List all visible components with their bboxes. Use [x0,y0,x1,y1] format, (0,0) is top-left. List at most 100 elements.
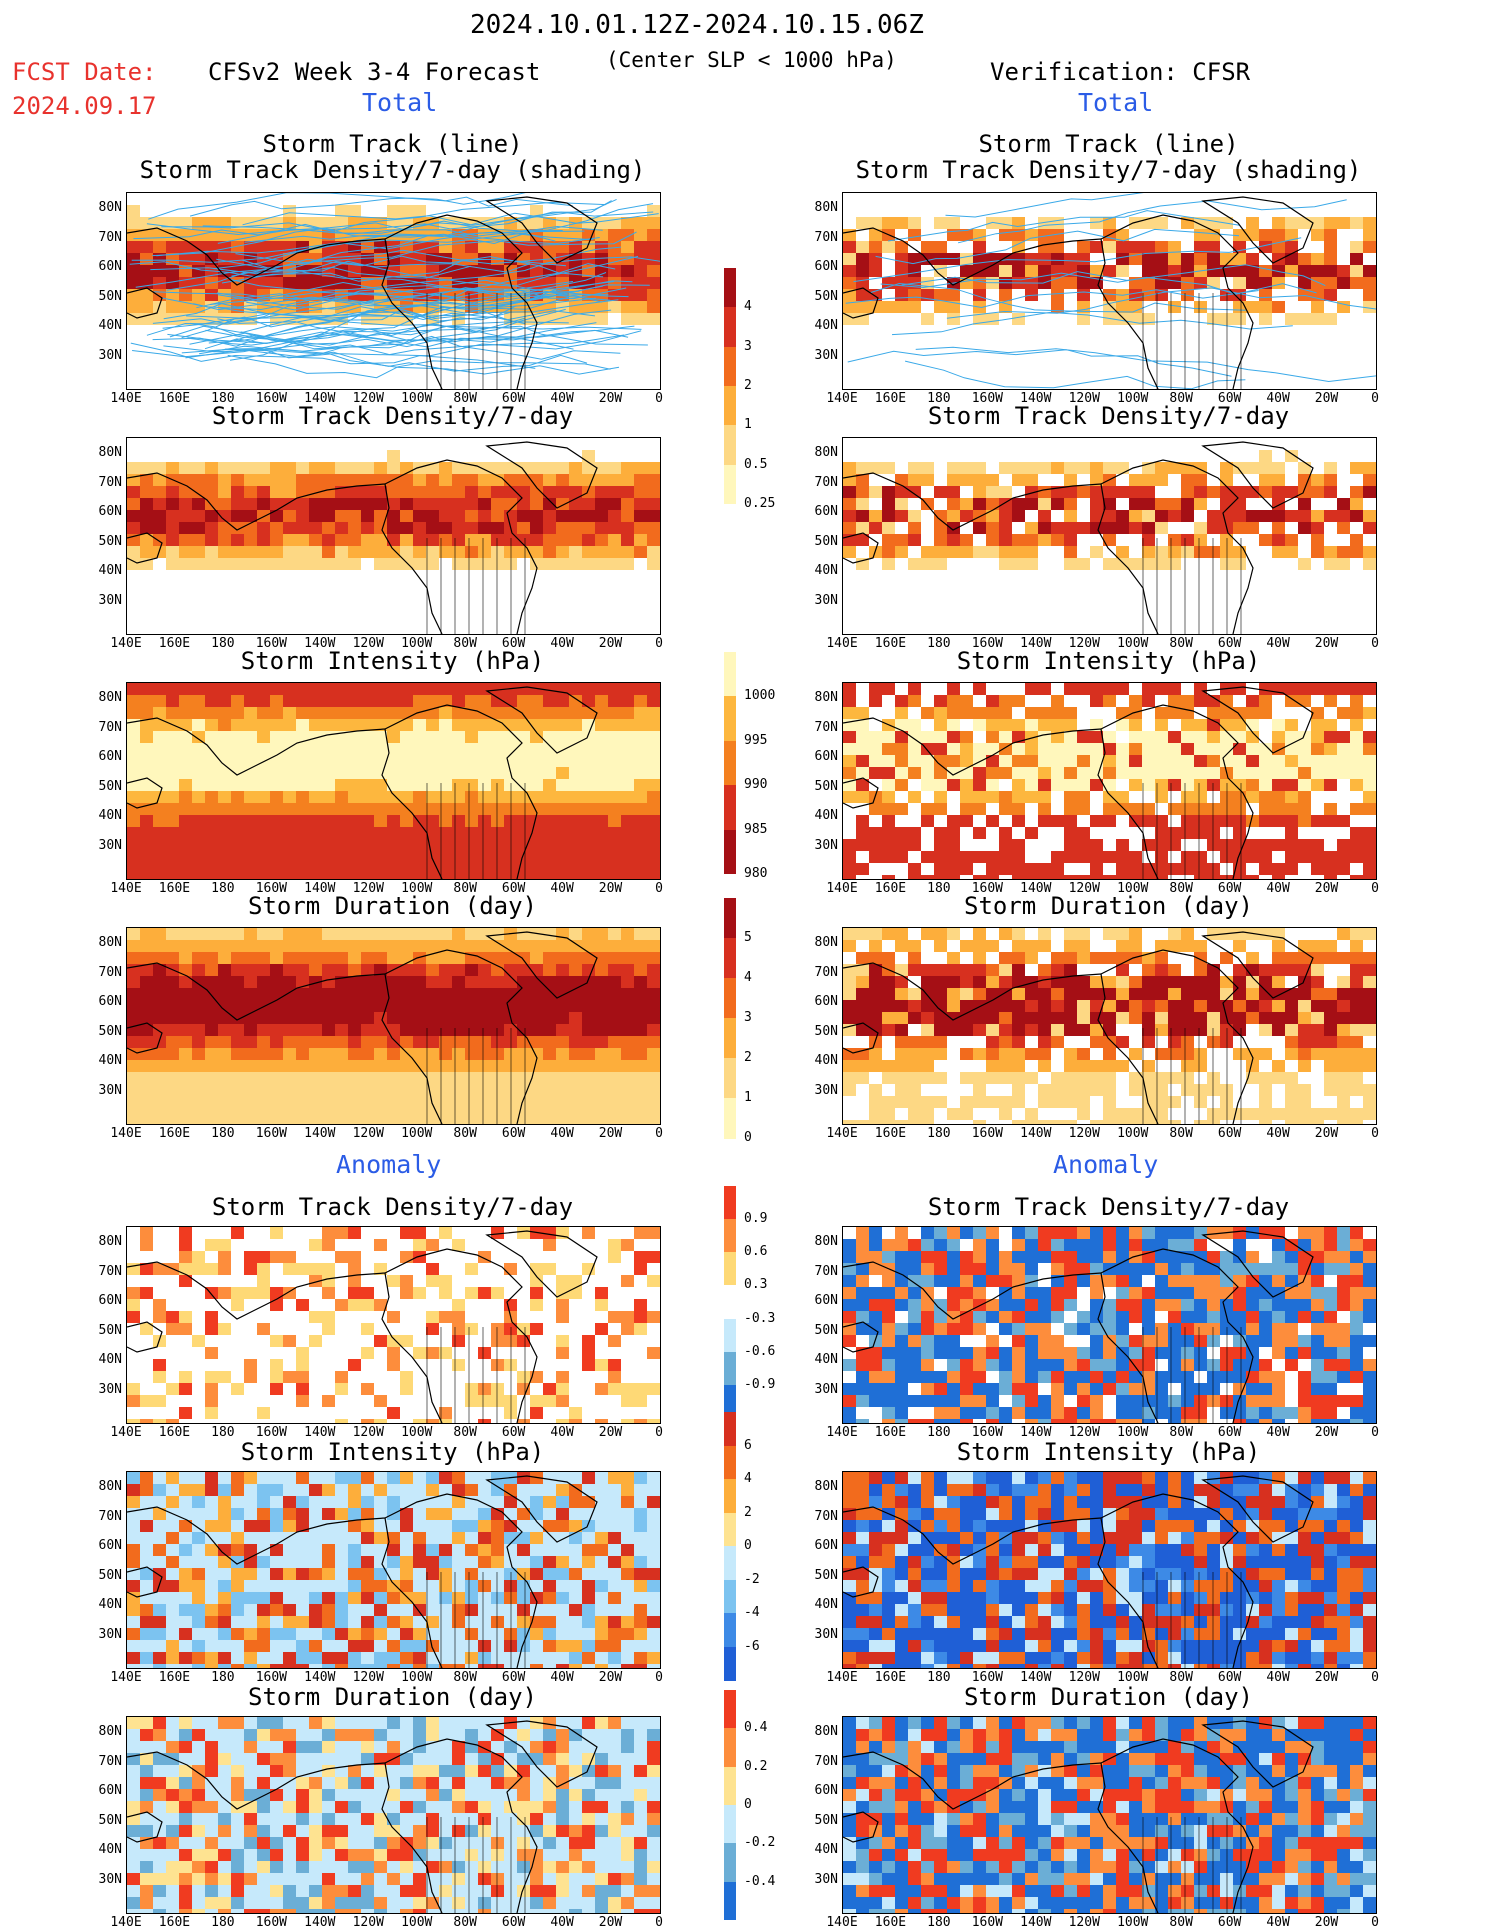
lon-tick-label: 100W [392,1425,442,1440]
lon-tick-label: 40W [537,1126,587,1141]
colorbar-swatch [724,268,736,308]
lat-tick-label: 30N [82,1627,122,1642]
lon-tick-label: 80W [1156,1425,1206,1440]
map-density_anom-left [126,1226,661,1424]
lon-tick-label: 20W [586,1915,636,1930]
lon-tick-label: 160E [149,881,199,896]
lon-tick-label: 100W [392,636,442,651]
map-field-density_anom-right [843,1227,1376,1423]
map-intensity_anom-right [842,1471,1377,1669]
colorbar-label: 2 [744,378,752,393]
colorbar-swatch [724,741,736,786]
colorbar-label: 6 [744,1438,752,1453]
lat-tick-label: 40N [798,808,838,823]
map-field-density_anom-left [127,1227,660,1423]
lon-tick-label: 180 [914,1670,964,1685]
lon-tick-label: 160W [962,636,1012,651]
colorbar-swatch [724,1219,736,1253]
lon-tick-label: 80W [440,881,490,896]
lat-tick-label: 30N [82,1872,122,1887]
lon-tick-label: 20W [586,636,636,651]
colorbar-swatch [724,465,736,505]
lat-tick-label: 50N [82,534,122,549]
colorbar-swatch [724,1690,736,1729]
colorbar-swatch [724,1613,736,1647]
map-duration_anom-right [842,1716,1377,1914]
lat-tick-label: 80N [798,1724,838,1739]
lat-tick-label: 30N [798,838,838,853]
lon-tick-label: 0 [1350,391,1400,406]
lon-tick-label: 180 [914,1915,964,1930]
lon-tick-label: 0 [1350,881,1400,896]
lon-tick-label: 160W [246,1126,296,1141]
lon-tick-label: 40W [1253,391,1303,406]
map-field-track-left [127,193,660,389]
lon-tick-label: 60W [1205,1915,1255,1930]
lon-tick-label: 100W [1108,1670,1158,1685]
colorbar-label: 1 [744,417,752,432]
lon-tick-label: 140E [101,881,151,896]
anomaly-label-left: Anomaly [336,1150,441,1179]
lat-tick-label: 60N [798,994,838,1009]
lon-tick-label: 140E [101,391,151,406]
map-field-density-right [843,438,1376,634]
colorbar-label: 4 [744,1471,752,1486]
lat-tick-label: 80N [82,1479,122,1494]
lat-tick-label: 70N [82,1754,122,1769]
lat-tick-label: 50N [798,1813,838,1828]
lon-tick-label: 160W [246,636,296,651]
lon-tick-label: 60W [489,636,539,651]
lon-tick-label: 140W [295,636,345,651]
lon-tick-label: 100W [392,1670,442,1685]
lat-tick-label: 60N [82,1293,122,1308]
title-track-line-right: Storm Track (line) [842,130,1375,158]
lon-tick-label: 0 [1350,1126,1400,1141]
lon-tick-label: 20W [1302,636,1352,651]
title-track-line-left: Storm Track (line) [126,130,659,158]
colorbar-swatch [724,1412,736,1446]
anomaly-label-right: Anomaly [1053,1150,1158,1179]
storm-track-line [946,193,1335,217]
lon-tick-label: 0 [634,1126,684,1141]
lon-tick-label: 100W [1108,391,1158,406]
lon-tick-label: 160E [865,1670,915,1685]
lon-tick-label: 20W [1302,391,1352,406]
lon-tick-label: 120W [343,391,393,406]
colorbar-swatch [724,1728,736,1767]
lon-tick-label: 160E [149,1915,199,1930]
lon-tick-label: 80W [1156,636,1206,651]
lon-tick-label: 140W [1011,391,1061,406]
lat-tick-label: 70N [798,720,838,735]
title-density-left: Storm Track Density/7-day [126,402,659,430]
lon-tick-label: 20W [586,391,636,406]
slp-criterion: (Center SLP < 1000 hPa) [606,48,897,72]
colorbar-label: 0.4 [744,1720,767,1735]
lat-tick-label: 60N [82,994,122,1009]
colorbar-swatch [724,1767,736,1806]
lon-tick-label: 140W [1011,636,1061,651]
colorbar-label: 0.6 [744,1244,767,1259]
lon-tick-label: 160W [962,1915,1012,1930]
lon-tick-label: 180 [914,636,964,651]
lat-tick-label: 50N [82,1813,122,1828]
lon-tick-label: 60W [489,1670,539,1685]
lat-tick-label: 80N [82,1724,122,1739]
lon-tick-label: 160W [962,1126,1012,1141]
colorbar-label: 995 [744,733,767,748]
lat-tick-label: 60N [798,1783,838,1798]
map-field-intensity-right [843,683,1376,879]
colorbar-label: 0.25 [744,496,775,511]
map-field-density-left [127,438,660,634]
lat-tick-label: 70N [798,230,838,245]
lon-tick-label: 140E [817,1670,867,1685]
lon-tick-label: 120W [1059,881,1109,896]
lon-tick-label: 20W [1302,881,1352,896]
lat-tick-label: 70N [798,1754,838,1769]
colorbar-label: 2 [744,1505,752,1520]
lat-tick-label: 40N [82,1842,122,1857]
colorbar-swatch [724,1285,736,1319]
lat-tick-label: 30N [798,1872,838,1887]
lat-tick-label: 60N [82,1538,122,1553]
colorbar-intensity_total [724,652,736,874]
lat-tick-label: 70N [82,720,122,735]
